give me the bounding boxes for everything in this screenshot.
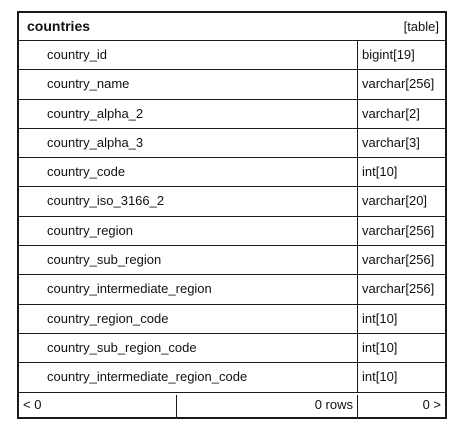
next-page-button[interactable]: 0 > — [422, 397, 441, 412]
table-card: countries [table] country_id bigint[19] co… — [17, 11, 447, 419]
column-row[interactable]: country_iso_3166_2 varchar[20] — [19, 187, 445, 217]
table-kind-label: [table] — [403, 19, 439, 34]
column-type: varchar[256] — [362, 76, 435, 92]
column-row[interactable]: country_intermediate_region varchar[256] — [19, 275, 445, 305]
column-name: country_intermediate_region — [19, 275, 358, 304]
column-name: country_name — [19, 70, 358, 99]
column-name: country_id — [19, 41, 358, 70]
row-count: 0 rows — [177, 395, 358, 417]
column-type: int[10] — [362, 164, 398, 180]
column-name: country_region_code — [19, 304, 358, 333]
column-name: country_sub_region — [19, 246, 358, 275]
column-name: country_region — [19, 216, 358, 246]
column-name: country_intermediate_region_code — [19, 363, 358, 392]
column-type: int[10] — [362, 339, 398, 355]
column-name: country_alpha_2 — [19, 99, 358, 128]
column-row[interactable]: country_sub_region_code int[10] — [19, 333, 445, 364]
column-row[interactable]: country_code int[10] — [19, 158, 445, 188]
column-row[interactable]: country_name varchar[256] — [19, 70, 445, 100]
column-row[interactable]: country_alpha_2 varchar[2] — [19, 99, 445, 129]
column-type: bigint[19] — [362, 47, 415, 62]
column-name: country_alpha_3 — [19, 128, 358, 158]
table-title: countries — [27, 18, 91, 34]
column-type: varchar[20] — [362, 193, 428, 209]
column-row[interactable]: country_region varchar[256] — [19, 216, 445, 247]
column-name: country_sub_region_code — [19, 333, 358, 363]
prev-page-button[interactable]: < 0 — [19, 395, 177, 417]
column-type: varchar[256] — [362, 222, 435, 238]
column-row[interactable]: country_alpha_3 varchar[3] — [19, 128, 445, 159]
table-header: countries [table] — [19, 13, 445, 41]
table-footer: < 0 0 rows 0 > — [19, 395, 445, 417]
column-type: varchar[3] — [362, 134, 420, 150]
column-list: country_id bigint[19] country_name varchar[… — [19, 41, 445, 393]
column-name: country_iso_3166_2 — [19, 187, 358, 216]
column-row[interactable]: country_id bigint[19] — [19, 41, 445, 71]
column-type: int[10] — [362, 369, 398, 385]
column-type: varchar[256] — [362, 252, 435, 268]
column-row[interactable]: country_region_code int[10] — [19, 304, 445, 334]
column-row[interactable]: country_intermediate_region_code int[10] — [19, 363, 445, 393]
column-name: country_code — [19, 158, 358, 187]
column-type: varchar[2] — [362, 105, 420, 121]
column-type: varchar[256] — [362, 281, 435, 297]
column-row[interactable]: country_sub_region varchar[256] — [19, 246, 445, 276]
column-type: int[10] — [362, 310, 398, 326]
